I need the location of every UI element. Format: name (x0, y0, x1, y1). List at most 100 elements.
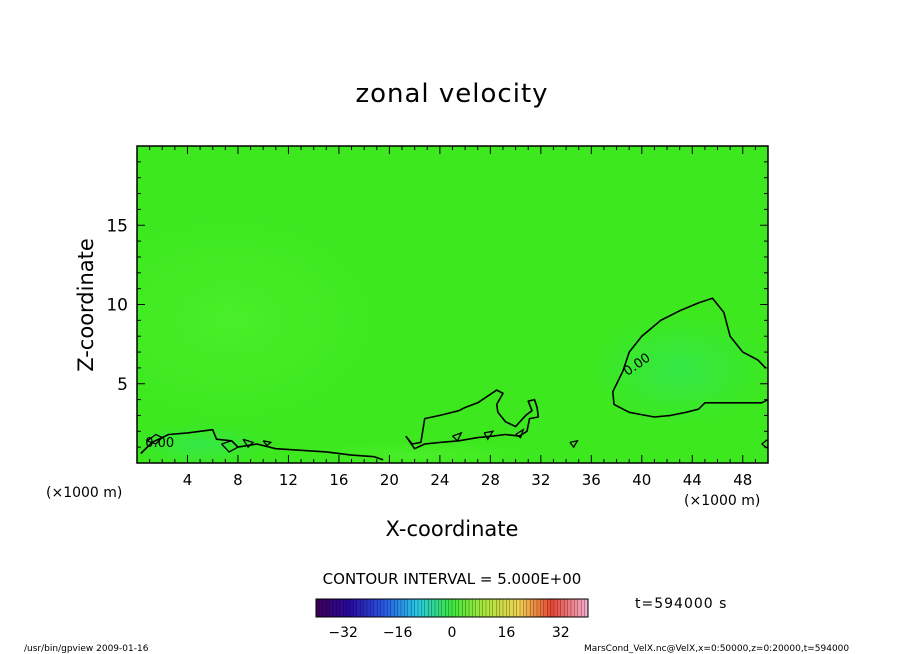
contour-line-small (146, 433, 164, 445)
colorbar-cell (383, 598, 388, 618)
colorbar-cell (336, 598, 341, 618)
x-tick-label: 48 (733, 471, 752, 489)
colorbar-cell (377, 598, 382, 618)
colorbar-cell (475, 598, 480, 618)
colorbar-cell (322, 598, 327, 618)
colorbar-cell (441, 598, 446, 618)
x-tick-label: 16 (329, 471, 348, 489)
colorbar-cell (553, 598, 558, 618)
colorbar-cell (363, 598, 368, 618)
colorbar-cell (489, 598, 494, 618)
colorbar-cell (533, 598, 538, 618)
contour-line-small (221, 440, 240, 453)
colorbar-cell (387, 598, 392, 618)
colorbar-cell (438, 598, 443, 618)
colorbar-cell (560, 598, 565, 618)
colorbar-cell (564, 598, 569, 618)
colorbar-cell (485, 598, 490, 618)
colorbar-cell (455, 598, 460, 618)
x-axis: 4 8 12 16 20 24 28 32 36 40 44 48 (149, 146, 756, 489)
colorbar-cell (581, 598, 586, 618)
contour-line-zero (612, 370, 768, 418)
colorbar-cell (434, 598, 439, 618)
colorbar-frame (315, 598, 589, 618)
heatmap-region-left-upper (137, 210, 390, 430)
colorbar-cell (390, 598, 395, 618)
contour-line-small (569, 439, 579, 449)
x-tick-label: 24 (430, 471, 449, 489)
contour-value-label: 0.00 (145, 436, 174, 451)
colorbar-cell (445, 598, 450, 618)
colorbar-cell (356, 598, 361, 618)
x-unit-label-right: (×1000 m) (684, 493, 760, 509)
colorbar-cell (567, 598, 572, 618)
colorbar-cell (509, 598, 514, 618)
colorbar-cell (482, 598, 487, 618)
contour-line-small (452, 431, 463, 442)
colorbar-tick-label: −16 (383, 625, 413, 641)
colorbar-cell (407, 598, 412, 618)
colorbar-cell (431, 598, 436, 618)
colorbar-cell (536, 598, 541, 618)
colorbar-cell (574, 598, 579, 618)
y-axis-title: Z-coordinate (74, 238, 98, 372)
colorbar-cell (448, 598, 453, 618)
x-tick-label: 44 (683, 471, 702, 489)
colorbar-cell (479, 598, 484, 618)
colorbar: −32 −16 0 16 32 (315, 598, 589, 641)
colorbar-cell (523, 598, 528, 618)
colorbar-cell (557, 598, 562, 618)
colorbar-tick-label: 32 (552, 625, 570, 641)
colorbar-cell (496, 598, 501, 618)
time-label: t=594000 s (635, 596, 727, 612)
chart-title: zonal velocity (355, 79, 548, 109)
colorbar-cell (366, 598, 371, 618)
colorbar-tick-label: 0 (448, 625, 457, 641)
contour-line-small (242, 438, 255, 449)
colorbar-cell (513, 598, 518, 618)
y-tick-label: 10 (106, 296, 128, 316)
contour-line-small (761, 438, 768, 450)
colorbar-cell (417, 598, 422, 618)
colorbar-cell (540, 598, 545, 618)
colorbar-cell (353, 598, 358, 618)
colorbar-cell (519, 598, 524, 618)
colorbar-cell (465, 598, 470, 618)
contour-line-small (262, 440, 273, 447)
contour-interval-label: CONTOUR INTERVAL = 5.000E+00 (323, 570, 582, 588)
colorbar-cell (380, 598, 385, 618)
x-tick-label: 12 (279, 471, 298, 489)
colorbar-cell (394, 598, 399, 618)
colorbar-cell (451, 598, 456, 618)
colorbar-cell (458, 598, 463, 618)
contour-line-small (515, 428, 525, 439)
colorbar-cell (506, 598, 511, 618)
contour-line-zero (405, 389, 540, 450)
x-tick-label: 20 (380, 471, 399, 489)
x-tick-label: 8 (233, 471, 243, 489)
x-tick-label: 36 (582, 471, 601, 489)
x-axis-title: X-coordinate (386, 517, 519, 541)
y-axis: 5 10 15 (106, 161, 768, 448)
colorbar-ticks: −32 −16 0 16 32 (328, 625, 569, 641)
x-tick-label: 4 (183, 471, 193, 489)
contour-line-zero (622, 297, 767, 372)
colorbar-cell (543, 598, 548, 618)
colorbar-cell (468, 598, 473, 618)
contour-line-small (483, 430, 495, 441)
colorbar-cell (428, 598, 433, 618)
colorbar-cell (397, 598, 402, 618)
colorbar-cell (492, 598, 497, 618)
colorbar-cell (516, 598, 521, 618)
colorbar-cell (360, 598, 365, 618)
colorbar-cell (570, 598, 575, 618)
colorbar-cell (373, 598, 378, 618)
colorbar-cell (547, 598, 552, 618)
x-tick-label: 40 (632, 471, 651, 489)
colorbar-cell (424, 598, 429, 618)
colorbar-cell (462, 598, 467, 618)
colorbar-tick-label: −32 (328, 625, 358, 641)
colorbar-cell (421, 598, 426, 618)
colorbar-tick-label: 16 (497, 625, 515, 641)
